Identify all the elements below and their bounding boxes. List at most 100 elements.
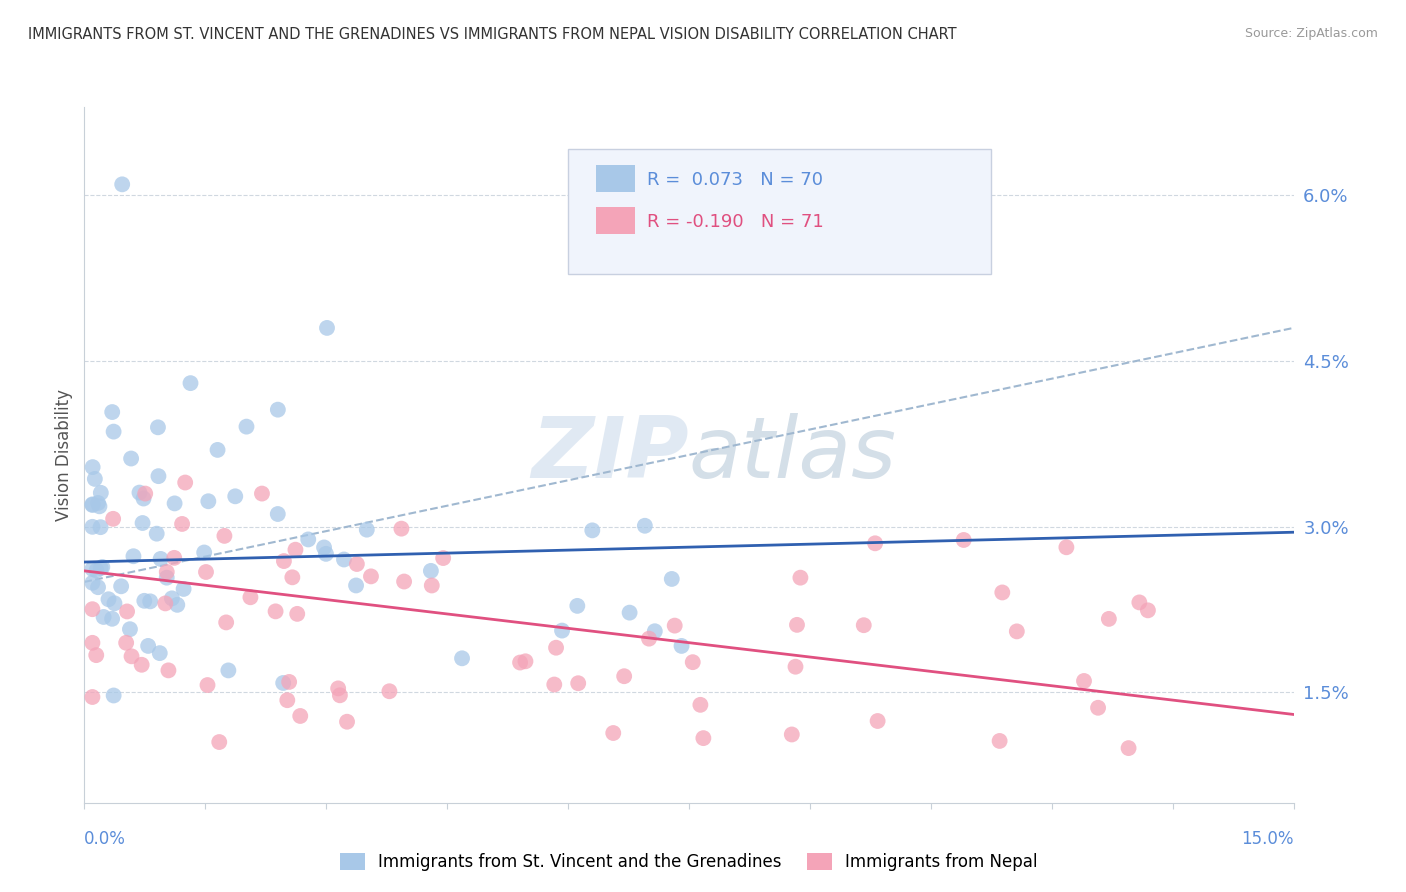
Point (866, 714, 889, 728)
Point (1118, 741, 1140, 756)
Point (132, 491, 155, 506)
Point (278, 674, 301, 689)
Point (619, 606, 641, 620)
Point (276, 693, 298, 707)
Point (451, 651, 474, 665)
Point (136, 639, 159, 653)
Point (149, 552, 172, 566)
Point (515, 654, 537, 668)
Point (90, 486, 112, 500)
Point (197, 678, 219, 692)
Point (134, 486, 156, 500)
Point (90, 561, 112, 575)
Point (82, 690, 104, 704)
Point (333, 552, 356, 566)
Legend: Immigrants from St. Vincent and the Grenadines, Immigrants from Nepal: Immigrants from St. Vincent and the Gren… (340, 853, 1038, 871)
Point (134, 594, 156, 608)
Point (664, 618, 686, 632)
Point (103, 596, 125, 610)
Point (1054, 541, 1077, 555)
Point (146, 420, 169, 434)
Point (97, 592, 120, 607)
Point (110, 579, 132, 593)
Point (328, 681, 350, 696)
Point (1098, 612, 1121, 626)
Point (509, 656, 531, 670)
Point (284, 542, 307, 557)
Text: R =  0.073   N = 70: R = 0.073 N = 70 (647, 171, 823, 189)
Point (120, 451, 142, 466)
Point (149, 646, 172, 660)
Point (1136, 603, 1159, 617)
Point (84, 648, 107, 662)
Point (160, 591, 183, 606)
Point (156, 565, 179, 579)
Point (1087, 700, 1109, 714)
Point (780, 727, 803, 741)
Point (82, 602, 104, 616)
Point (139, 594, 162, 608)
Point (118, 622, 141, 636)
Point (91, 560, 114, 574)
Point (179, 376, 201, 391)
Point (101, 612, 124, 626)
Point (297, 533, 319, 547)
Point (1005, 624, 1028, 639)
Point (786, 618, 808, 632)
Point (208, 735, 231, 749)
Point (356, 523, 378, 537)
Point (217, 664, 239, 678)
Point (581, 524, 603, 538)
Point (87, 496, 110, 510)
Point (166, 598, 188, 612)
Point (551, 624, 574, 638)
Point (239, 591, 262, 605)
Point (148, 469, 170, 483)
Point (82, 498, 104, 512)
Point (281, 570, 304, 584)
Point (863, 536, 886, 550)
Point (360, 569, 382, 583)
Point (378, 684, 401, 698)
Point (315, 547, 337, 561)
Point (567, 599, 589, 613)
Point (207, 442, 229, 457)
Point (336, 714, 359, 729)
Point (163, 550, 186, 565)
Point (215, 615, 238, 630)
Point (115, 604, 138, 618)
Point (195, 565, 218, 579)
Point (131, 657, 153, 672)
Point (785, 659, 807, 673)
Point (316, 321, 339, 335)
Point (267, 507, 290, 521)
Point (273, 554, 295, 568)
Point (101, 405, 124, 419)
Point (193, 545, 215, 559)
Point (82, 636, 104, 650)
Point (122, 549, 145, 564)
Point (214, 529, 236, 543)
Point (235, 419, 257, 434)
Point (988, 734, 1011, 748)
Point (991, 585, 1014, 599)
Point (312, 541, 335, 555)
Point (82, 460, 104, 475)
Point (87, 580, 110, 594)
Point (172, 516, 194, 531)
Point (638, 632, 661, 646)
Point (82, 497, 104, 511)
Point (111, 178, 134, 192)
Point (89, 500, 111, 514)
Point (290, 709, 312, 723)
Text: 0.0%: 0.0% (84, 830, 127, 847)
Point (90, 520, 112, 534)
Point (250, 486, 273, 500)
Point (271, 676, 294, 690)
Point (952, 533, 974, 547)
Point (1073, 673, 1095, 688)
Point (329, 688, 352, 702)
Point (344, 578, 367, 592)
Point (197, 494, 219, 508)
Point (131, 516, 153, 530)
